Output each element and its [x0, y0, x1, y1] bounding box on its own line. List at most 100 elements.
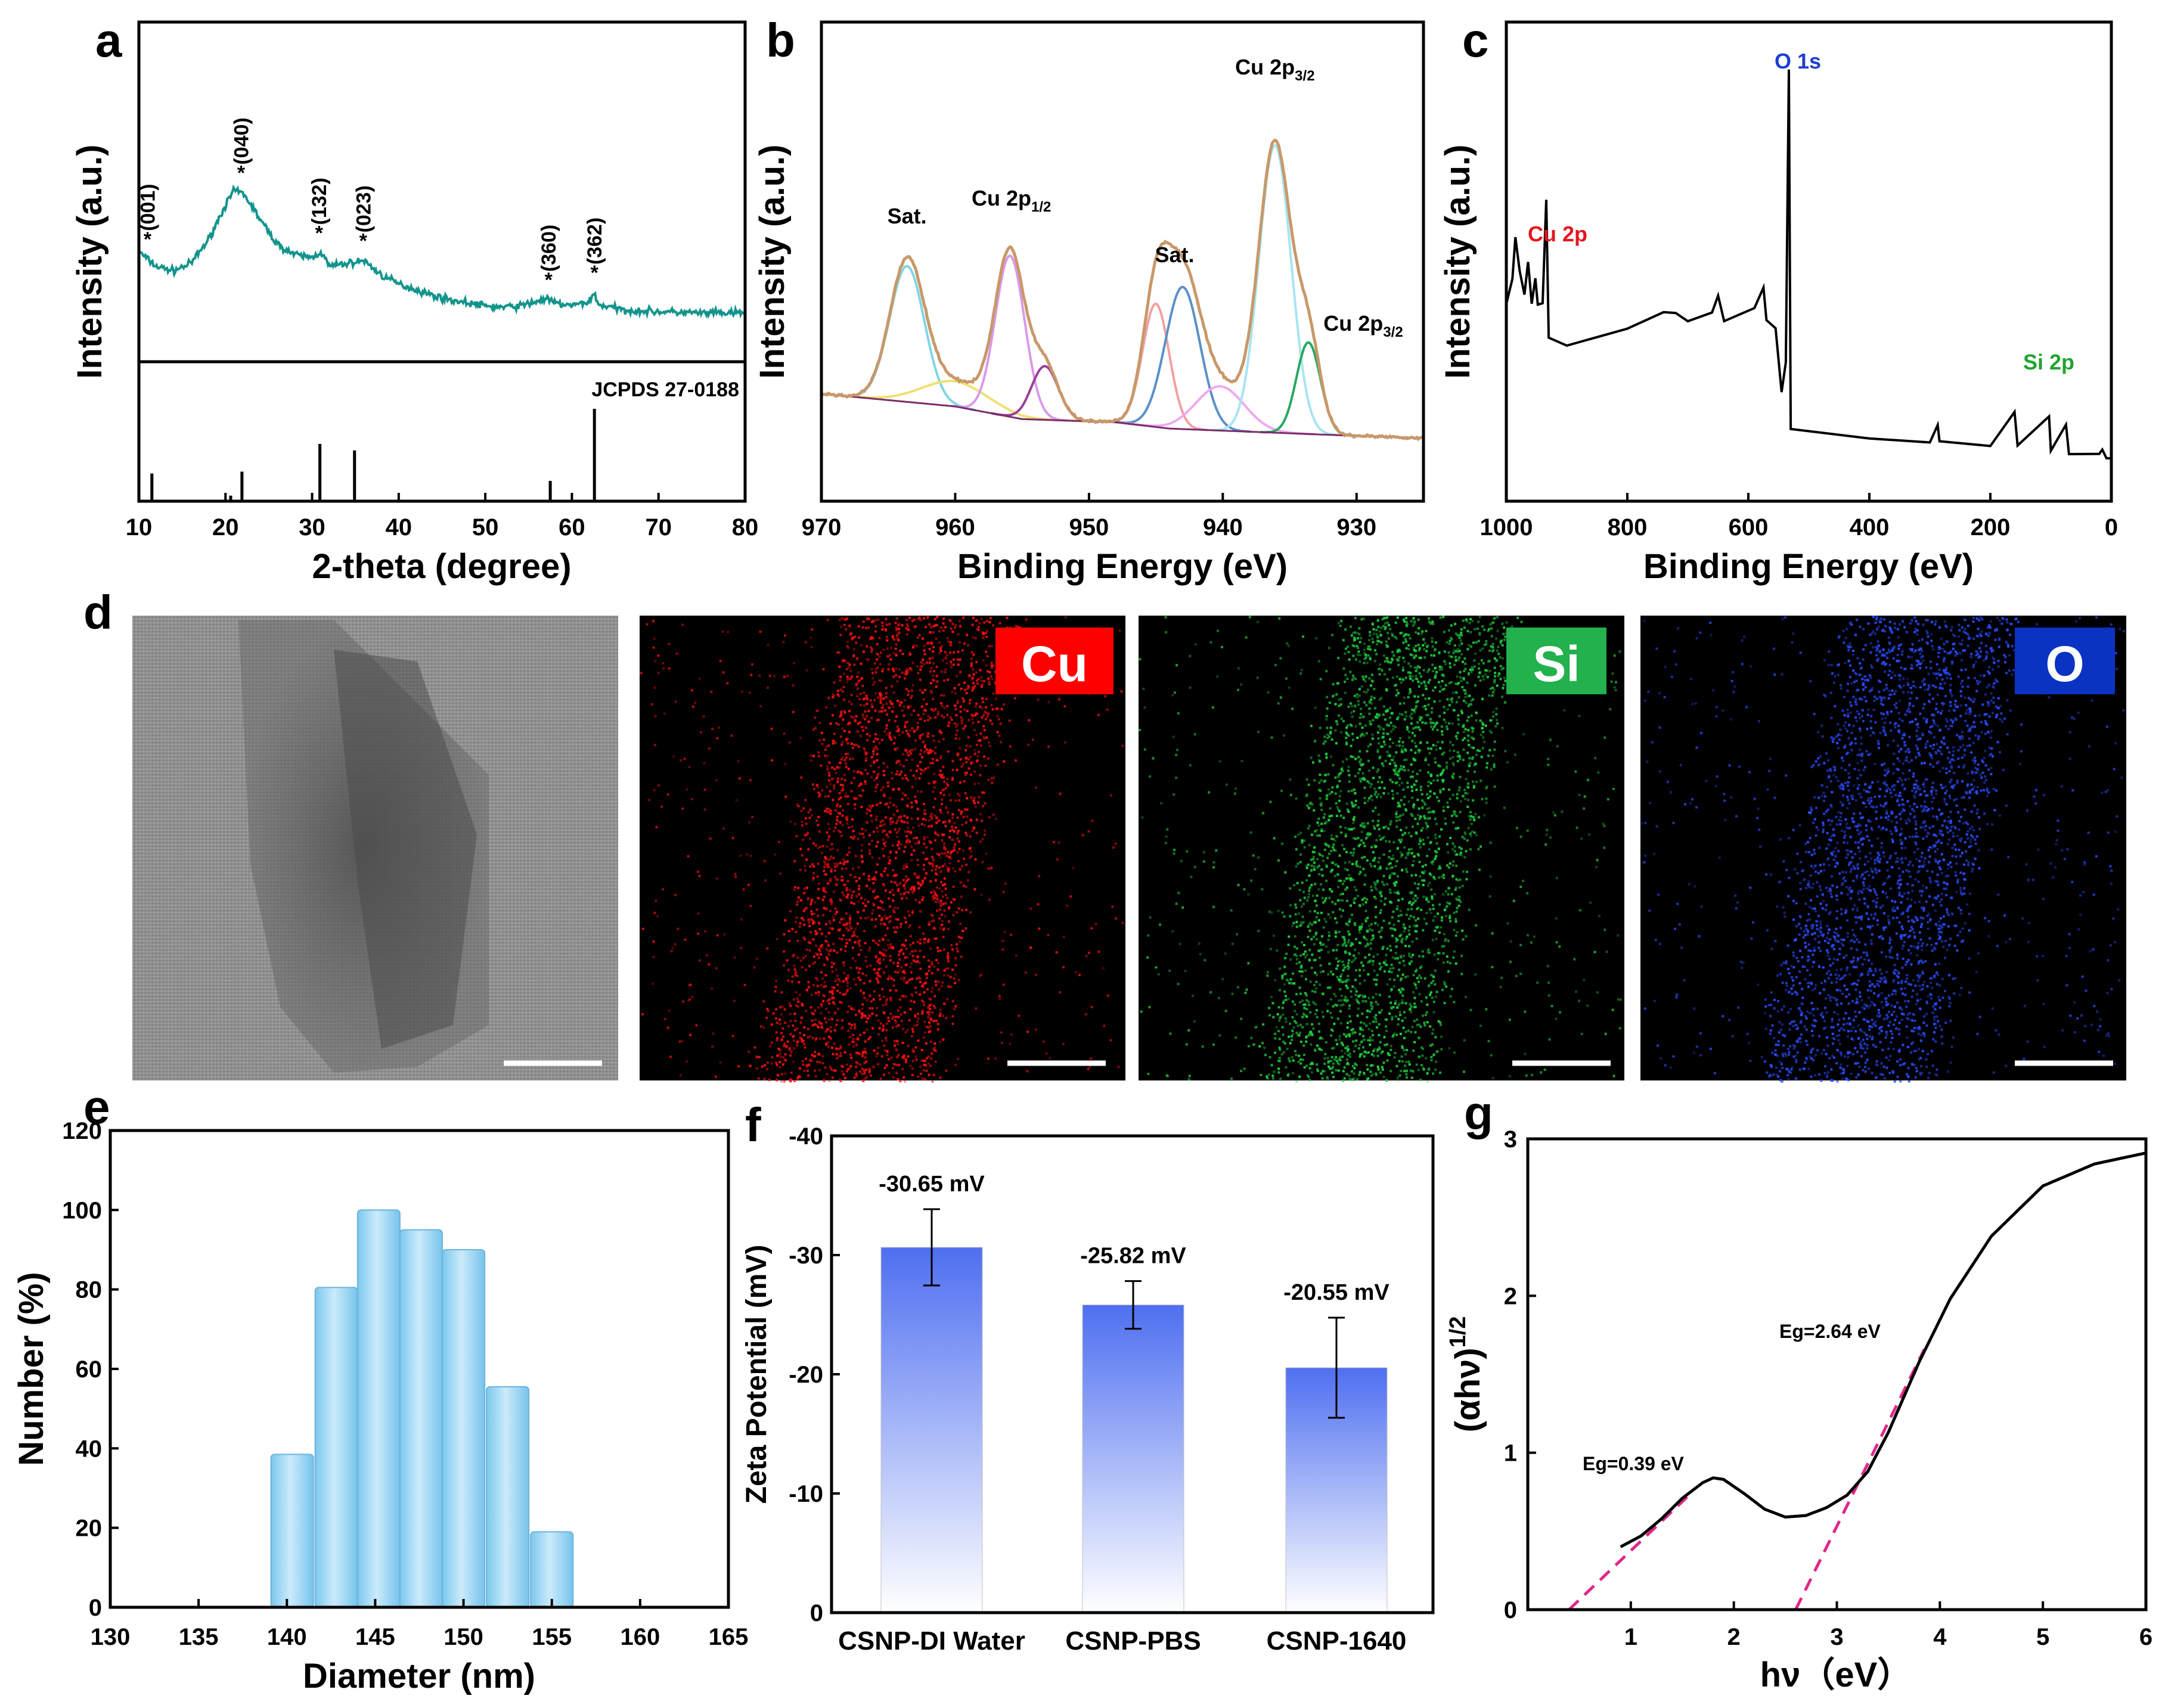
o-tag	[2015, 628, 2115, 694]
y-tick-label: 0	[1504, 1597, 1517, 1623]
size-bar	[530, 1531, 574, 1608]
fit-component	[1124, 385, 1316, 436]
size-bars	[270, 1209, 574, 1608]
xrd-peak-label: (360)	[538, 225, 560, 272]
x-tick-label: 80	[732, 514, 759, 541]
tauc-ticks: 1 2 3 4 5 6 0 1 2 3	[1504, 1126, 2152, 1650]
xrd-peak-star: *	[591, 262, 599, 284]
survey-peak-label: O 1s	[1775, 49, 1821, 73]
survey-peak-label: Cu 2p	[1528, 222, 1587, 246]
x-tick-label: 960	[935, 514, 975, 541]
fit-component	[991, 365, 1097, 423]
survey-peak-labels: Cu 2p O 1s Si 2p	[1528, 49, 2074, 374]
zeta-value-label: -25.82 mV	[1080, 1244, 1186, 1269]
x-tick-label: 800	[1608, 514, 1648, 541]
panel-letter-d: d	[83, 586, 113, 639]
tauc-frame	[1526, 1137, 2148, 1611]
xps-background	[821, 393, 1422, 439]
x-tick-label: 3	[1830, 1624, 1843, 1650]
xrd-peak-label: (132)	[308, 178, 331, 225]
size-bar	[486, 1386, 530, 1608]
size-bar	[399, 1229, 443, 1608]
x-tick-label: 400	[1850, 514, 1890, 541]
jcpds-label: JCPDS 27-0188	[591, 378, 739, 401]
xps-peak-label: Sat.	[1155, 243, 1195, 267]
xrd-peak-star: *	[315, 222, 324, 244]
panel-letter-a: a	[95, 14, 122, 67]
size-x-axis-label: Diameter (nm)	[303, 1657, 535, 1695]
panel-letter-e: e	[83, 1080, 110, 1134]
zeta-bar	[1082, 1305, 1184, 1613]
xps-peak-label: Sat.	[888, 204, 927, 228]
cu-mapping-image: Cu	[640, 616, 1125, 1083]
zeta-ticks: 0 -10 -20 -30 -40	[789, 1123, 840, 1626]
panel-d-tem-mapping: Cu Si O	[132, 616, 2126, 1083]
si-mapping-image: Si	[1139, 616, 1624, 1083]
tangent-line	[1568, 1495, 1689, 1611]
xrd-peak-label: (023)	[352, 185, 375, 232]
xrd-peak-star: *	[359, 229, 368, 252]
zeta-category-label: CSNP-PBS	[1065, 1626, 1201, 1656]
xps-peak-label: Cu 2p3/2	[1323, 311, 1403, 340]
survey-peak-label: Si 2p	[2023, 350, 2074, 374]
survey-y-axis-label: Intensity (a.u.)	[1438, 144, 1477, 378]
zeta-value-label: -30.65 mV	[879, 1172, 985, 1197]
xps-x-ticks: 970 960 950 940 930	[802, 493, 1376, 541]
x-tick-label: 940	[1203, 514, 1243, 541]
y-tick-label: 1	[1504, 1440, 1517, 1467]
x-tick-label: 600	[1729, 514, 1769, 541]
y-tick-label: -40	[789, 1123, 823, 1150]
fit-component	[1260, 341, 1356, 437]
tangent-line	[1794, 1348, 1926, 1611]
zeta-bars: -30.65 mV CSNP-DI Water -25.82 mV CSNP-PBS -…	[838, 1172, 1406, 1656]
y-tick-label: -20	[789, 1362, 823, 1388]
y-tick-label: 120	[62, 1118, 102, 1144]
x-tick-label: 130	[91, 1624, 131, 1650]
survey-x-axis-label: Binding Energy (eV)	[1643, 547, 1974, 586]
y-tick-label: 40	[76, 1436, 103, 1462]
size-bar	[270, 1454, 314, 1608]
xrd-peak-star: *	[237, 162, 246, 185]
cu-tag-label: Cu	[1021, 636, 1088, 692]
tauc-x-axis-label: hν（eV）	[1760, 1656, 1912, 1694]
xps-fit-components	[821, 144, 1356, 437]
size-bar	[314, 1287, 358, 1608]
x-tick-label: 150	[443, 1624, 483, 1650]
xps-peak-labels: Sat. Cu 2p1/2 Sat. Cu 2p3/2 Cu 2p3/2	[888, 55, 1403, 340]
xps-envelope	[820, 138, 1423, 442]
x-tick-label: 6	[2139, 1624, 2152, 1650]
x-tick-label: 140	[267, 1624, 307, 1650]
panel-e-size-distribution: 130 135 140 145 150 155 160 165020406080100120 …	[12, 1118, 748, 1695]
x-tick-label: 2	[1727, 1624, 1741, 1650]
size-bar	[356, 1209, 401, 1608]
panel-c-xps-survey: Cu 2p O 1s Si 2p 1000 800 600 400 200 0 Binding…	[1438, 20, 2118, 586]
panel-letter-b: b	[766, 14, 795, 67]
tauc-eg-labels: Eg=0.39 eV Eg=2.64 eV	[1583, 1321, 1881, 1474]
xps-frame	[820, 20, 1425, 503]
xps-y-axis-label: Intensity (a.u.)	[753, 144, 792, 378]
y-tick-label: -30	[789, 1243, 823, 1269]
panel-a-xrd: *(001)*(040)*(132)*(023)*(360)*(362) JCP…	[70, 20, 759, 586]
xrd-reference-lines	[150, 409, 596, 501]
xrd-frame	[137, 20, 747, 503]
o-tag-label: O	[2045, 636, 2084, 692]
x-tick-label: 0	[2105, 514, 2118, 541]
xps-peak-label: Cu 2p1/2	[972, 186, 1051, 215]
si-tag-label: Si	[1533, 636, 1580, 692]
x-tick-label: 1	[1624, 1624, 1637, 1650]
x-tick-label: 60	[559, 514, 585, 541]
zeta-category-label: CSNP-DI Water	[838, 1626, 1025, 1656]
y-tick-label: 0	[810, 1600, 823, 1626]
y-tick-label: 2	[1504, 1283, 1517, 1309]
x-tick-label: 4	[1933, 1624, 1947, 1650]
survey-curve	[1505, 69, 2111, 459]
xps-peak-label: Cu 2p3/2	[1235, 55, 1314, 84]
x-tick-label: 135	[179, 1624, 219, 1650]
xrd-x-ticks: 10 20 30 40 50 60 70 80	[126, 493, 759, 541]
y-tick-label: 20	[76, 1516, 103, 1542]
x-tick-label: 160	[620, 1624, 660, 1650]
x-tick-label: 40	[386, 514, 412, 541]
o-mapping-image: O	[1640, 616, 2126, 1083]
x-tick-label: 1000	[1480, 514, 1533, 541]
